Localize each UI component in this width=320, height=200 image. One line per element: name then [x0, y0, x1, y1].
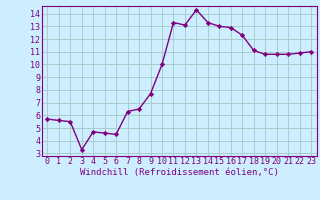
- X-axis label: Windchill (Refroidissement éolien,°C): Windchill (Refroidissement éolien,°C): [80, 168, 279, 177]
